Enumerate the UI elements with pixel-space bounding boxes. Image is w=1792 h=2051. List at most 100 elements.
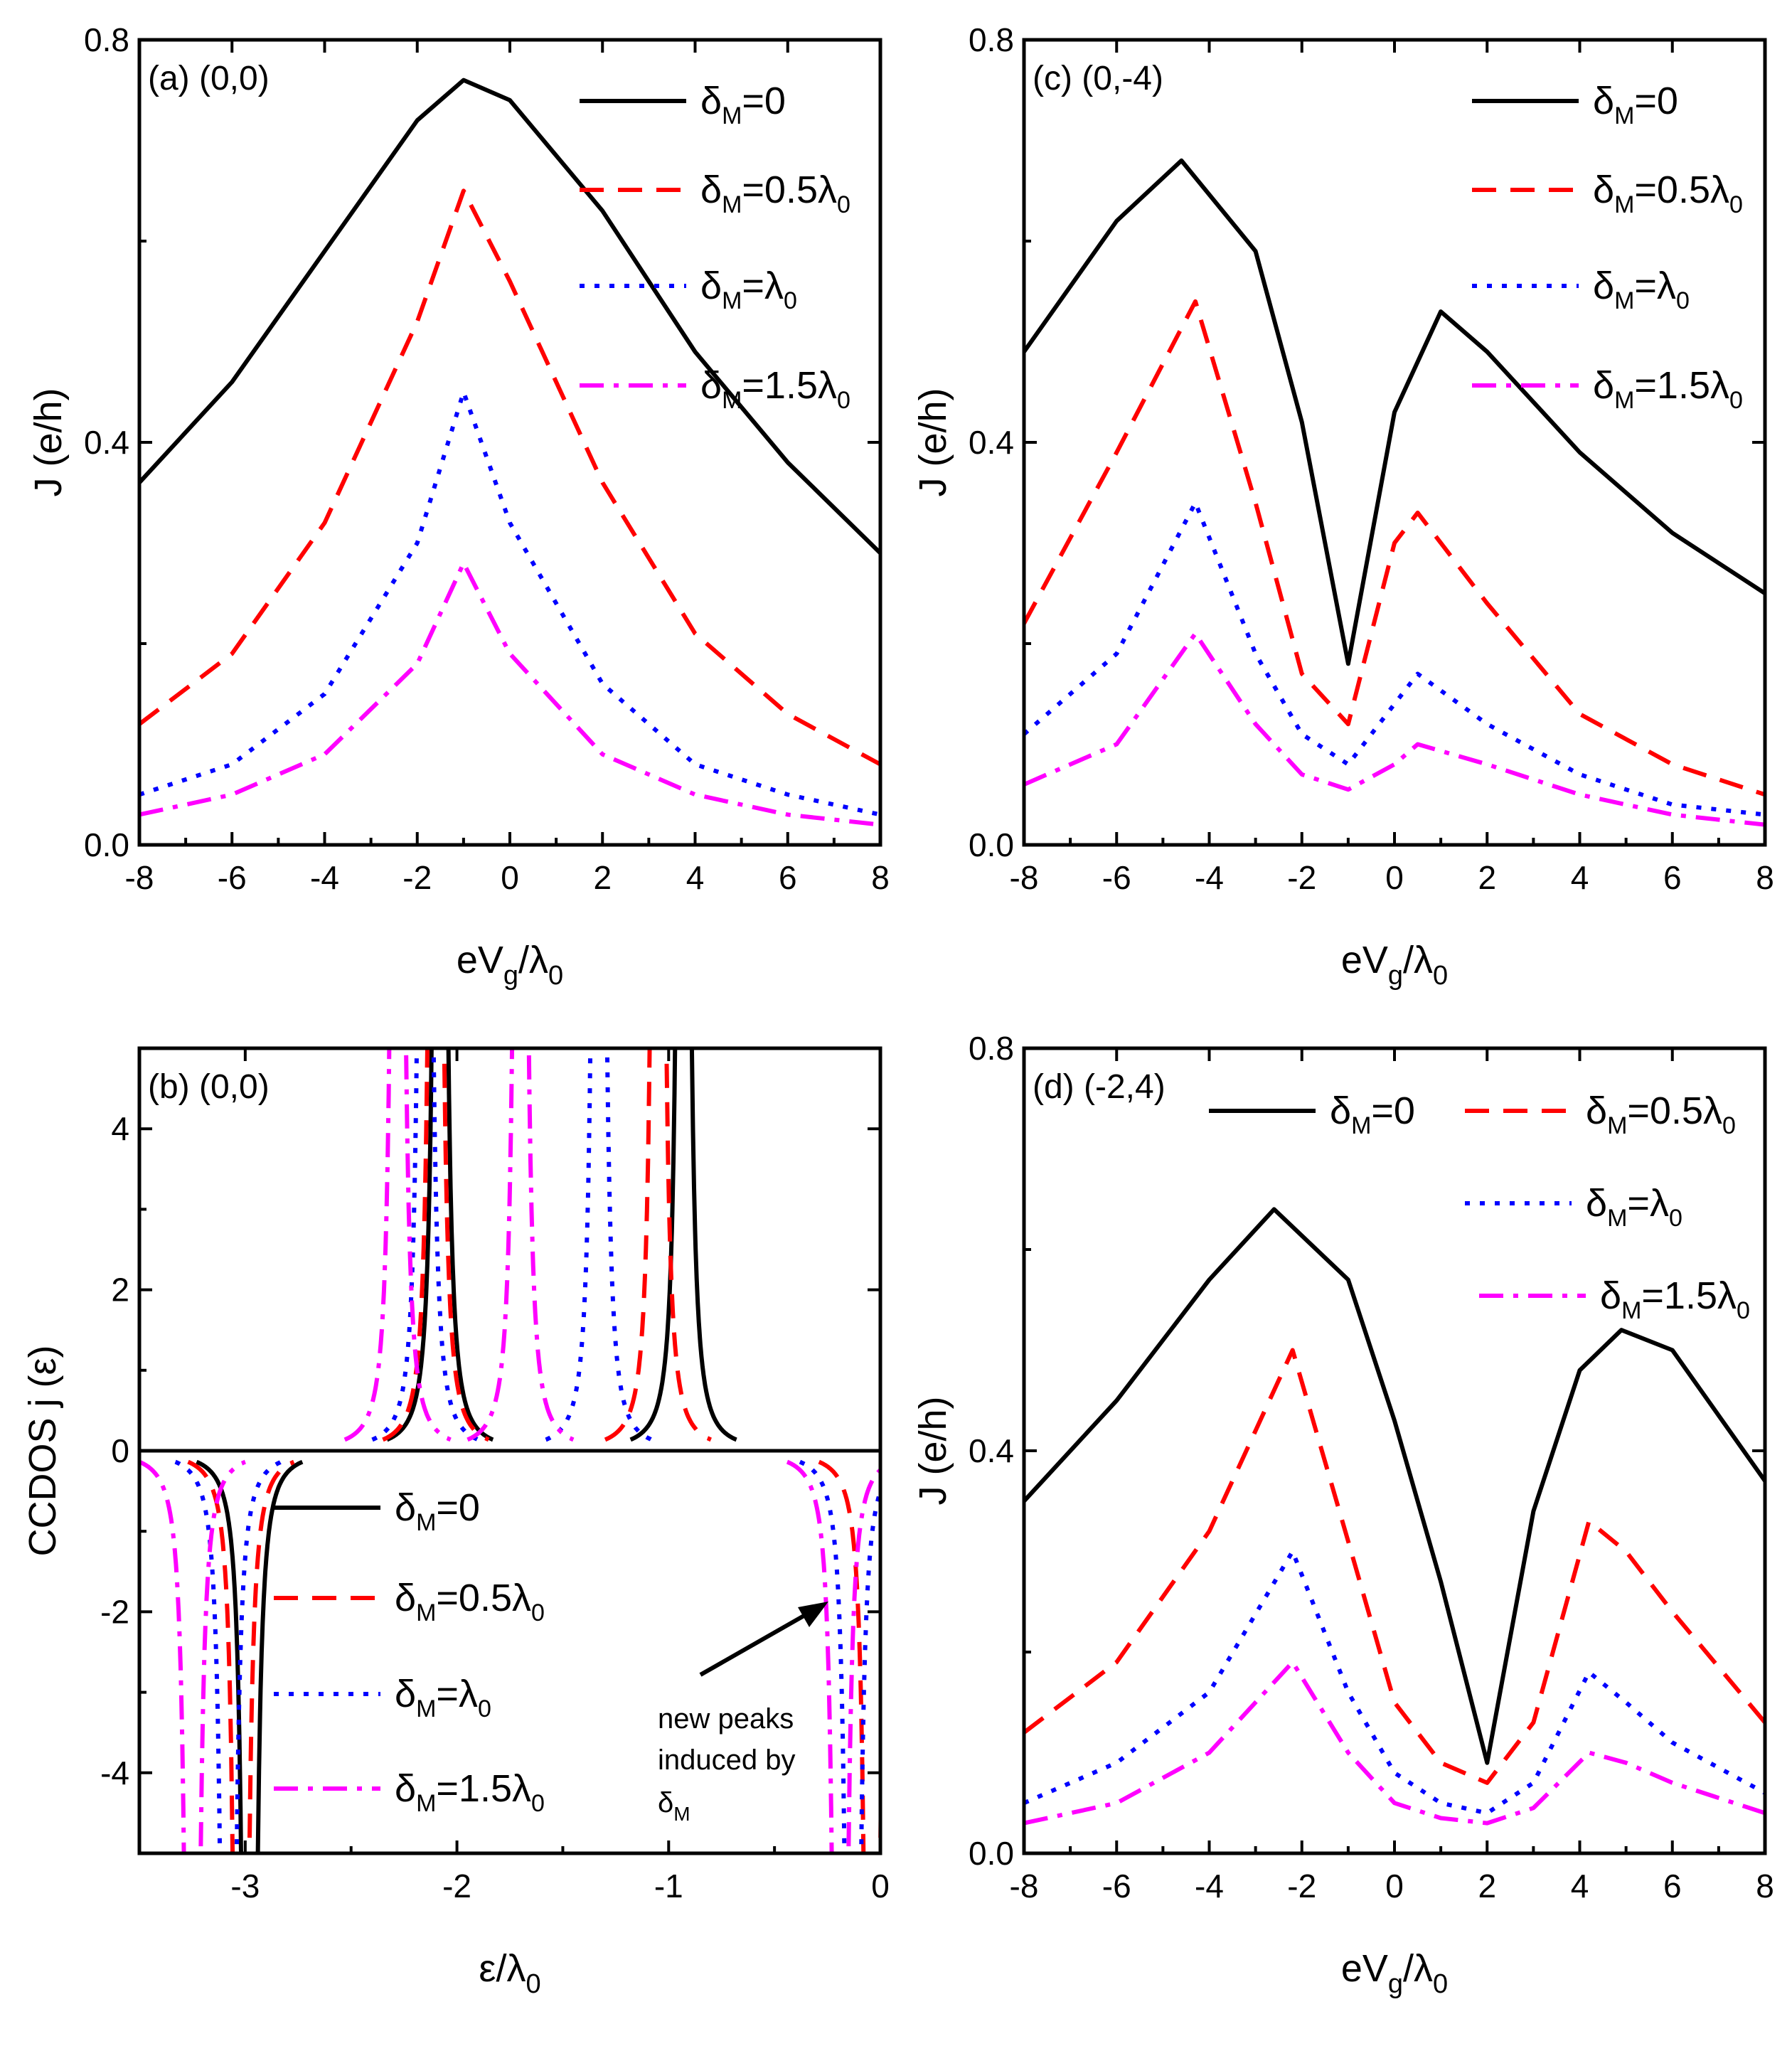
panel-label: (d) (-2,4) [1033,1068,1166,1106]
legend-sub-0: 0 [1669,1205,1682,1232]
legend-sub-0: 0 [1729,387,1743,414]
axes-frame [1022,38,1767,847]
legend-label: δM=0.5λ0 [1593,169,1743,218]
x-tick-label: -4 [1195,1868,1224,1904]
x-axis-label: eVg/λ0 [1341,1947,1448,1999]
annotation-line3: δM [658,1787,690,1825]
x-axis-label-sub: 0 [526,1969,540,1999]
y-tick-label: 0 [111,1432,129,1469]
x-tick-label: 2 [1478,859,1496,896]
y-tick-label: 0.8 [84,21,129,58]
series-line [1024,299,1765,797]
legend-lambda: λ [764,265,784,307]
legend-eq: = [1634,265,1657,307]
legend-delta: δ [1593,265,1614,307]
panel-a: -8 -6 -4 -2 0 2 4 6 8 0.0 0.4 0.8 (a) (0,0) J (e/h) eV… [27,21,890,991]
legend-sub-0: 0 [837,387,850,414]
y-tick-label: 4 [111,1110,129,1147]
legend-sub-0: 0 [1722,1112,1736,1139]
series-line [139,560,880,827]
legend-lambda: λ [1717,1274,1737,1317]
legend-eq: = [1627,1182,1650,1225]
x-tick-label: 8 [1756,859,1774,896]
ccdos-peak [382,1048,490,1442]
x-axis-label-sub-g: g [1388,961,1403,991]
annotation-arrowhead [798,1602,828,1627]
legend-eq: =0.5 [1634,169,1710,211]
legend-label: δM=0 [700,80,786,129]
legend-eq: =0 [1634,80,1678,122]
legend-sub-m: M [1614,191,1634,218]
x-tick-label: 8 [1756,1868,1774,1904]
x-tick-label: -6 [1102,1868,1131,1904]
legend-eq: =0 [1371,1090,1415,1132]
legend-eq: =1.5 [1641,1274,1717,1317]
legend-delta: δ [1593,80,1614,122]
legend-delta: δ [1600,1274,1621,1317]
ccdos-peak [818,1459,880,1853]
x-tick-label: 0 [501,859,519,896]
x-axis-label-sub-0: 0 [548,961,563,991]
x-tick-label: -2 [1287,1868,1316,1904]
x-axis-label-slash: /λ [518,939,548,981]
x-axis-label-main: ε/λ [479,1947,526,1990]
ccdos-peak [786,1459,880,1853]
x-axis-label-ev: eV [1341,1947,1388,1990]
series-line [1024,1660,1765,1826]
annotation-line2: induced by [658,1744,795,1776]
legend-lambda: λ [1650,1182,1669,1225]
x-tick-label: 4 [686,859,705,896]
y-axis-label: J (e/h) [912,1396,954,1505]
x-axis-label: eVg/λ0 [457,939,563,991]
legend-sub-m: M [722,191,742,218]
legend-label: δM=0.5λ0 [1586,1090,1736,1139]
legend-delta: δ [1586,1090,1607,1132]
legend-sub-m: M [722,102,742,129]
x-axis-label-sub-0: 0 [1433,1969,1448,1999]
legend-eq: =0.5 [1627,1090,1703,1132]
annotation-arrow-shaft [699,1607,818,1677]
x-axis-label-sub-0: 0 [1433,961,1448,991]
x-tick-label: 2 [593,859,612,896]
legend-eq: = [436,1673,459,1715]
legend-eq: =0.5 [436,1577,512,1619]
x-tick-label: 4 [1571,1868,1589,1904]
ccdos-peak [799,1459,880,1853]
legend-label: δM=0 [395,1486,480,1536]
legend-lambda: λ [459,1673,478,1715]
legend-lambda: λ [1657,265,1676,307]
panel-label: (b) (0,0) [148,1068,270,1106]
legend-sub-m: M [416,1695,436,1722]
x-tick-label: 0 [1385,859,1404,896]
y-tick-label: -4 [100,1754,129,1791]
plot-area [1024,1207,1765,1826]
panel-c: -8 -6 -4 -2 0 2 4 6 8 0.0 0.4 0.8 (c) (0,-4) J (e/h) e… [912,21,1774,991]
legend-label: δM=0.5λ0 [395,1577,545,1626]
panel-label: (c) (0,-4) [1033,60,1163,97]
legend-label: δM=0 [1593,80,1678,129]
legend-delta: δ [1330,1090,1351,1132]
series-line [1024,1348,1765,1785]
legend-sub-0: 0 [784,287,797,314]
y-tick-label: 2 [111,1272,129,1309]
plot-area [139,1048,880,1853]
legend-eq: =0.5 [742,169,818,211]
legend-lambda: λ [818,169,837,211]
x-tick-label: -4 [310,859,339,896]
x-tick-label: 6 [779,859,797,896]
y-tick-label: 0.8 [969,1030,1014,1067]
ccdos-peak [545,1048,653,1442]
legend-delta: δ [395,1577,416,1619]
panel-label: (a) (0,0) [148,60,270,97]
x-tick-label: 0 [871,1868,890,1904]
legend-label: δM=1.5λ0 [1593,364,1743,414]
y-tick-label: 0.0 [969,826,1014,863]
legend-lambda: λ [1703,1090,1722,1132]
y-tick-label: 0.4 [969,1432,1014,1469]
x-tick-label: -2 [1287,859,1316,896]
legend-sub-0: 0 [478,1695,491,1722]
x-tick-label: -6 [1102,859,1131,896]
legend-delta: δ [395,1673,416,1715]
y-tick-label: 0.4 [969,424,1014,461]
legend-sub-0: 0 [1737,1297,1750,1324]
